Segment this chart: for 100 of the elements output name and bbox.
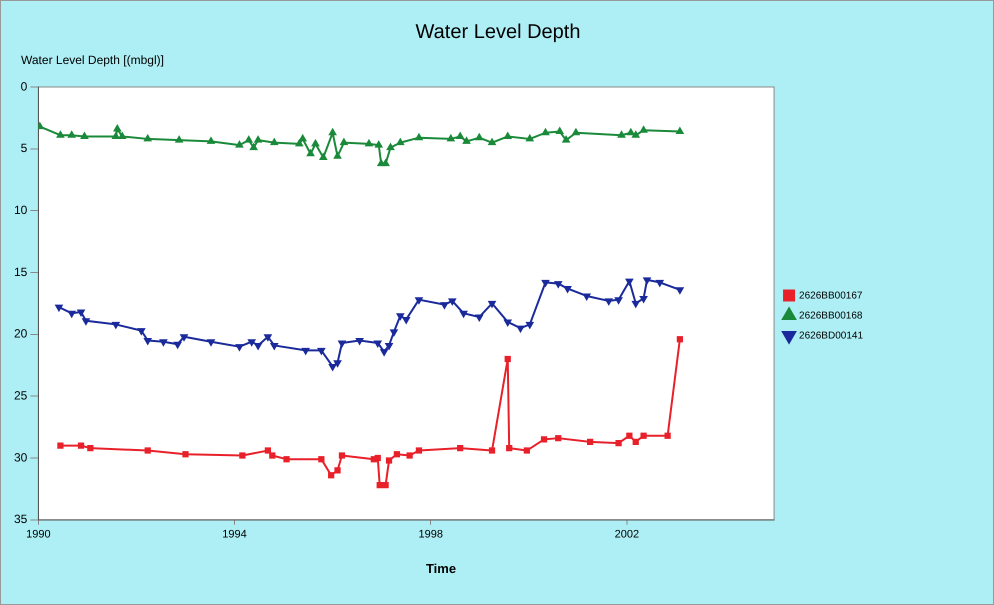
point	[312, 140, 320, 146]
point	[676, 287, 684, 294]
point	[382, 160, 390, 166]
point	[182, 451, 189, 458]
point	[516, 326, 524, 332]
point	[526, 322, 534, 328]
point	[402, 316, 410, 324]
point	[160, 339, 168, 346]
point	[488, 447, 496, 454]
point	[250, 144, 258, 150]
point	[504, 319, 512, 326]
point	[524, 447, 530, 454]
point	[264, 334, 272, 341]
point	[87, 444, 94, 452]
point	[506, 444, 512, 452]
point	[562, 136, 570, 143]
point	[239, 452, 246, 459]
point	[416, 447, 422, 454]
point	[318, 456, 324, 462]
point	[640, 126, 648, 133]
point	[365, 140, 373, 146]
point	[460, 310, 468, 318]
point	[118, 132, 126, 139]
point	[394, 451, 400, 458]
point	[415, 297, 423, 304]
point	[176, 136, 183, 143]
point	[587, 438, 594, 446]
point	[385, 342, 393, 350]
point	[447, 134, 454, 142]
chart-title: Water Level Depth	[414, 21, 582, 44]
point	[415, 134, 423, 140]
point	[144, 338, 152, 344]
point	[138, 328, 145, 335]
point	[456, 132, 464, 139]
y-tick-label: 5	[20, 141, 28, 156]
point	[254, 342, 262, 350]
point	[374, 454, 381, 462]
point	[390, 329, 398, 336]
y-tick-label: 35	[14, 512, 28, 526]
point	[627, 128, 634, 136]
point	[283, 456, 290, 462]
y-tick-label: 0	[20, 79, 28, 94]
point	[632, 131, 640, 138]
point	[302, 348, 310, 354]
point	[572, 128, 580, 136]
point	[320, 153, 327, 160]
point	[112, 132, 120, 139]
point	[68, 310, 76, 318]
point	[526, 134, 534, 142]
point	[334, 360, 342, 367]
point	[640, 432, 647, 439]
point	[632, 300, 640, 308]
point	[80, 132, 88, 139]
point	[329, 128, 336, 136]
point	[676, 128, 684, 134]
point	[488, 138, 496, 146]
point	[488, 300, 496, 308]
point	[618, 131, 626, 138]
point	[605, 298, 612, 305]
legend-label: 2626BB00168	[799, 310, 863, 322]
x-tick-label: 1990	[26, 528, 51, 540]
point	[555, 435, 562, 442]
point	[380, 349, 388, 356]
point	[542, 280, 550, 286]
point	[664, 432, 671, 439]
point	[236, 141, 244, 148]
y-axis-title: Water Level Depth [(mbgl)]	[21, 53, 164, 67]
point	[299, 134, 306, 142]
point	[68, 131, 76, 138]
point	[338, 340, 346, 347]
point	[296, 140, 303, 146]
point	[270, 138, 278, 146]
point	[77, 310, 85, 316]
point	[457, 444, 464, 452]
point	[207, 137, 215, 144]
point	[386, 457, 392, 464]
point	[245, 136, 252, 143]
point	[643, 277, 651, 284]
point	[396, 313, 404, 320]
point	[382, 482, 389, 488]
point	[82, 318, 90, 325]
point	[676, 336, 684, 342]
point	[440, 302, 448, 309]
x-tick-label: 1998	[418, 528, 443, 540]
point	[632, 438, 639, 446]
point	[207, 339, 215, 346]
point	[78, 442, 84, 449]
point	[504, 356, 511, 362]
point	[542, 128, 550, 136]
point	[270, 342, 278, 350]
point	[264, 447, 272, 454]
point	[254, 136, 262, 143]
x-tick-label: 1994	[222, 528, 247, 540]
point	[374, 340, 382, 347]
point	[386, 144, 394, 150]
point	[396, 138, 404, 146]
point	[248, 339, 256, 346]
point	[328, 472, 334, 478]
point	[269, 452, 276, 459]
point	[334, 467, 341, 474]
